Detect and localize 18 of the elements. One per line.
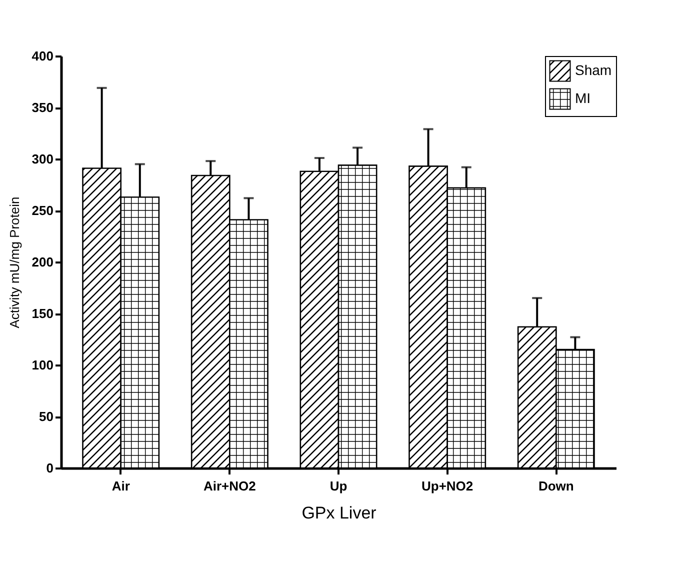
y-tick-label: 400 [32, 48, 54, 64]
y-axis-title: Activity mU/mg Protein [6, 196, 22, 328]
x-axis-title: GPx Liver [302, 504, 377, 522]
y-tick-label: 0 [46, 460, 54, 476]
x-tick-label: Up [330, 478, 348, 494]
x-tick-label: Air+NO2 [203, 478, 256, 494]
x-tick-label: Air [112, 478, 130, 494]
y-tick-label: 250 [32, 203, 54, 218]
y-tick-label: 300 [32, 152, 54, 166]
x-tick-label: Up+NO2 [421, 478, 474, 494]
legend-label: Sham [575, 62, 612, 78]
y-tick-label: 150 [32, 306, 54, 321]
y-tick-label: 200 [32, 254, 54, 270]
y-tick-label: 350 [32, 100, 54, 115]
x-tick-label: Down [538, 478, 574, 494]
y-tick-label: 50 [39, 409, 54, 424]
y-tick-label: 100 [32, 358, 54, 372]
legend-label: MI [575, 90, 591, 106]
